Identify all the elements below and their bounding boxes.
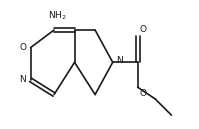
Text: NH$_2$: NH$_2$	[48, 9, 66, 22]
Text: O: O	[139, 89, 146, 98]
Text: N: N	[20, 75, 26, 84]
Text: O: O	[139, 25, 146, 34]
Text: O: O	[19, 43, 26, 52]
Text: N: N	[116, 56, 122, 65]
